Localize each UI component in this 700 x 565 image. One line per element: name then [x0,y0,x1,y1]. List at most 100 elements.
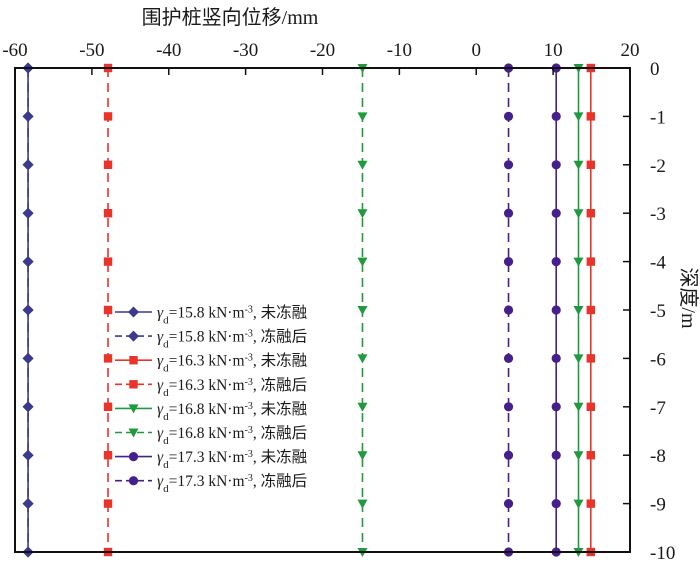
data-point [551,160,561,170]
data-point [586,499,595,508]
data-point [503,305,514,315]
legend-label: γd=17.3 kN·m-3, 未冻融 [157,448,307,471]
data-point [357,209,368,219]
series-5 [573,64,584,557]
data-point [551,402,561,412]
data-point [586,354,595,363]
data-point [573,451,584,461]
data-point [573,257,584,267]
legend-label: γd=15.8 kN·m-3, 冻融后 [157,328,307,351]
legend-marker [128,306,139,318]
series-4 [103,63,113,557]
data-point [357,257,368,267]
y-tick-label: -10 [650,543,675,564]
data-point [22,159,34,171]
x-tick-label: -30 [233,40,258,61]
data-point [573,112,584,122]
y-tick-label: -8 [650,446,666,467]
x-tick-label: 0 [472,40,482,61]
data-point [103,257,113,266]
y-tick-label: -9 [650,495,666,516]
series-2 [22,62,34,558]
legend-item: γd=15.8 kN·m-3, 未冻融 [115,304,307,327]
data-point [103,402,113,411]
x-axis-title: 围护桩竖向位移/mm [142,6,319,29]
data-point [357,112,368,122]
legend-item: γd=16.3 kN·m-3, 冻融后 [115,376,307,399]
data-point [357,160,368,170]
data-point [586,305,595,315]
x-tick-label: 10 [544,40,563,61]
data-point [503,353,514,363]
legend-marker [129,380,138,389]
data-point [503,208,514,218]
data-point [357,306,368,315]
data-point [586,112,595,121]
data-point [586,451,595,460]
legend-item: γd=17.3 kN·m-3, 冻融后 [115,472,307,495]
series-3 [586,63,595,557]
data-point [586,402,595,411]
data-point [22,256,34,268]
data-point [357,402,368,412]
y-tick-label: -6 [650,349,666,370]
legend-item: γd=16.8 kN·m-3, 未冻融 [115,400,307,423]
data-point [22,207,34,219]
x-tick-label: -40 [156,40,181,61]
y-tick-label: -4 [650,253,666,274]
legend-marker [128,452,139,462]
data-point [551,208,561,218]
y-tick-label: -5 [650,301,666,322]
data-point [551,499,561,509]
x-tick-label: -10 [387,40,412,61]
data-point [573,402,584,412]
legend-label: γd=16.3 kN·m-3, 未冻融 [157,352,307,375]
data-point [573,209,584,219]
x-tick-label: -60 [2,40,27,61]
y-tick-label: -7 [650,398,666,419]
data-point [103,305,113,315]
y-tick-label: -3 [650,204,666,225]
series-7 [551,63,561,557]
data-point [586,160,595,169]
data-point [586,257,595,266]
data-point [22,401,34,413]
legend-item: γd=16.3 kN·m-3, 未冻融 [115,352,307,375]
data-point [22,498,34,510]
data-point [22,449,34,461]
data-point [357,354,368,364]
data-point [503,450,514,460]
data-point [357,499,368,509]
legend-marker [128,476,139,486]
legend-marker [128,404,139,414]
data-point [551,353,561,363]
data-point [573,499,584,509]
data-point [103,160,113,169]
series-8 [503,63,514,557]
legend-item: γd=17.3 kN·m-3, 未冻融 [115,448,307,471]
data-point [573,306,584,315]
y-tick-label: 0 [650,59,660,80]
data-point [573,160,584,170]
legend-marker [129,356,138,365]
data-point [503,402,514,412]
data-point [22,304,34,316]
legend-item: γd=15.8 kN·m-3, 冻融后 [115,328,307,351]
data-point [503,499,514,509]
legend-label: γd=17.3 kN·m-3, 冻融后 [157,472,307,495]
data-point [586,209,595,218]
data-point [551,111,561,121]
data-point [103,112,113,121]
data-point [503,160,514,170]
data-point [103,209,113,218]
y-axis-ticks: 0 -1 -2 -3 -4 -5 -6 -7 -8 -9 -10 [623,59,675,564]
data-point [103,354,113,363]
data-point [573,354,584,364]
x-axis-ticks: -60 -50 -40 -30 -20 -10 0 10 20 [2,40,640,75]
data-point [22,352,34,364]
data-point [503,111,514,121]
data-point [551,305,561,315]
legend-marker [128,428,139,438]
legend-label: γd=16.3 kN·m-3, 冻融后 [157,376,307,399]
